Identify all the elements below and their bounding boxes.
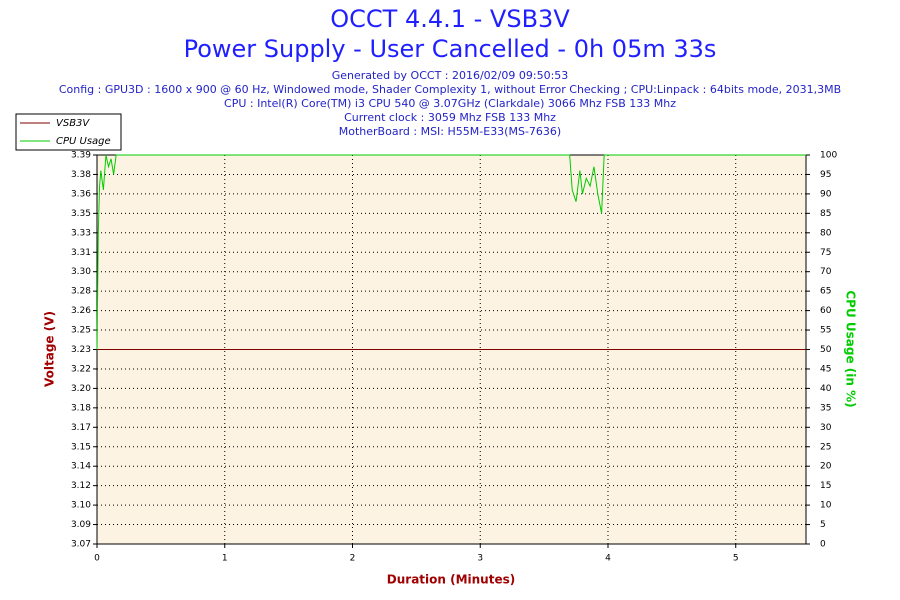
info-line: Config : GPU3D : 1600 x 900 @ 60 Hz, Win… — [59, 83, 841, 96]
y-tick-label: 3.23 — [71, 345, 91, 355]
y-tick-label: 3.14 — [71, 462, 91, 472]
y2-tick-label: 70 — [820, 267, 832, 277]
y-tick-label: 3.22 — [71, 364, 91, 374]
y-axis-label: Voltage (V) — [43, 311, 57, 387]
y2-tick-label: 35 — [820, 403, 831, 413]
x-tick-label: 0 — [94, 554, 100, 564]
y-tick-label: 3.15 — [71, 442, 91, 452]
y2-tick-label: 75 — [820, 248, 831, 258]
y-tick-label: 3.30 — [71, 267, 91, 277]
y2-tick-label: 25 — [820, 442, 831, 452]
y2-tick-label: 10 — [820, 501, 832, 511]
y2-tick-label: 95 — [820, 170, 831, 180]
chart-title: OCCT 4.4.1 - VSB3V — [330, 5, 570, 33]
y-tick-label: 3.10 — [71, 501, 91, 511]
info-line: MotherBoard : MSI: H55M-E33(MS-7636) — [339, 125, 561, 138]
x-tick-label: 3 — [477, 554, 483, 564]
y-tick-label: 3.31 — [71, 248, 91, 258]
y2-tick-label: 20 — [820, 462, 832, 472]
y2-tick-label: 40 — [820, 384, 832, 394]
y2-tick-label: 45 — [820, 364, 831, 374]
x-tick-label: 2 — [350, 554, 356, 564]
y-tick-label: 3.18 — [71, 403, 91, 413]
y2-tick-label: 5 — [820, 520, 826, 530]
legend-label: VSB3V — [56, 118, 90, 129]
y2-tick-label: 55 — [820, 326, 831, 336]
y2-tick-label: 90 — [820, 189, 832, 199]
y-tick-label: 3.38 — [71, 170, 91, 180]
y-tick-label: 3.25 — [71, 326, 91, 336]
y2-tick-label: 30 — [820, 423, 832, 433]
chart-subtitle: Power Supply - User Cancelled - 0h 05m 3… — [184, 35, 717, 63]
info-line: CPU : Intel(R) Core(TM) i3 CPU 540 @ 3.0… — [224, 97, 676, 110]
info-line: Generated by OCCT : 2016/02/09 09:50:53 — [332, 69, 569, 82]
legend-box — [15, 113, 122, 151]
y2-tick-label: 60 — [820, 306, 832, 316]
y-tick-label: 3.09 — [71, 520, 91, 530]
y2-tick-label: 85 — [820, 209, 831, 219]
y-tick-label: 3.36 — [71, 189, 91, 199]
y-tick-label: 3.35 — [71, 209, 91, 219]
y-tick-label: 3.07 — [71, 540, 91, 550]
legend-label: CPU Usage — [56, 136, 111, 147]
y-tick-label: 3.20 — [71, 384, 91, 394]
info-line: Current clock : 3059 Mhz FSB 133 Mhz — [344, 111, 556, 124]
data-line — [96, 154, 806, 350]
y2-tick-label: 50 — [820, 345, 832, 355]
y-tick-label: 3.17 — [71, 423, 91, 433]
y2-tick-label: 100 — [820, 151, 837, 161]
y-tick-label: 3.39 — [71, 151, 91, 161]
y-tick-label: 3.33 — [71, 228, 91, 238]
x-tick-label: 1 — [222, 554, 228, 564]
y-tick-label: 3.26 — [71, 306, 91, 316]
y2-tick-label: 0 — [820, 540, 826, 550]
x-tick-label: 5 — [733, 554, 739, 564]
x-tick-label: 4 — [605, 554, 611, 564]
y2-tick-label: 15 — [820, 481, 831, 491]
y2-tick-label: 80 — [820, 228, 832, 238]
y2-tick-label: 65 — [820, 287, 831, 297]
y-tick-label: 3.12 — [71, 481, 91, 491]
y-tick-label: 3.28 — [71, 287, 91, 297]
y2-axis-label: CPU Usage (in %) — [844, 290, 858, 407]
x-axis-label: Duration (Minutes) — [387, 573, 515, 587]
